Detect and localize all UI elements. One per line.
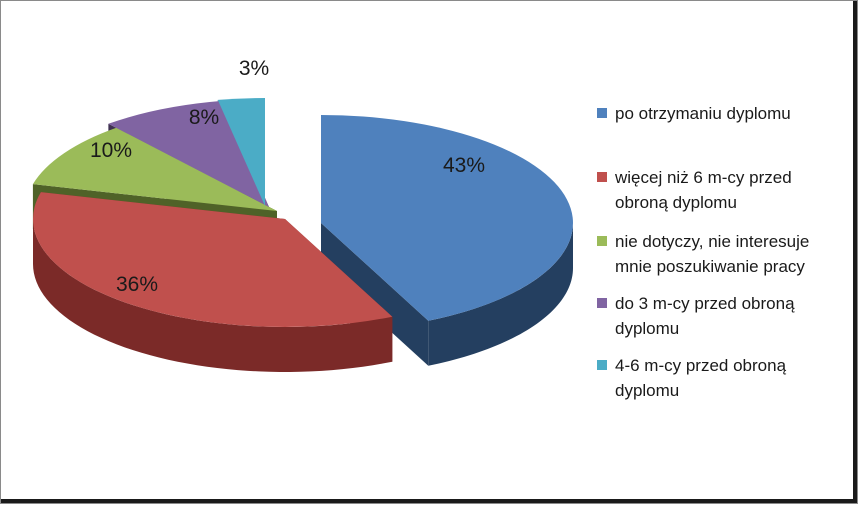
legend-label: do 3 m-cy przed obroną dyplomu — [615, 294, 795, 338]
legend-label: po otrzymaniu dyplomu — [615, 104, 791, 123]
slice-do-3-m-cy-przed-obrona-dyplomu — [108, 100, 269, 207]
data-label-4-6-m-cy-przed-obrona-dyplomu: 3% — [239, 57, 269, 80]
legend-swatch — [597, 108, 607, 118]
legend-item-do-3-m-cy-przed-obrona-dyplomu: do 3 m-cy przed obroną dyplomu — [597, 291, 840, 341]
legend-label: 4-6 m-cy przed obroną dyplomu — [615, 356, 787, 400]
slice-wiecej-niz-6-m-cy-przed-obrona-dyplomu — [32, 192, 393, 327]
legend-label: nie dotyczy, nie interesuje mnie poszuki… — [615, 232, 810, 276]
legend-item-nie-dotyczy-nie-interesuje-mnie-poszukiwanie-pracy: nie dotyczy, nie interesuje mnie poszuki… — [597, 229, 840, 279]
legend-item-4-6-m-cy-przed-obrona-dyplomu: 4-6 m-cy przed obroną dyplomu — [597, 353, 840, 403]
legend-swatch — [597, 360, 607, 370]
legend-swatch — [597, 236, 607, 246]
legend-item-wiecej-niz-6-m-cy-przed-obrona-dyplomu: więcej niż 6 m-cy przed obroną dyplomu — [597, 165, 840, 215]
legend-swatch — [597, 298, 607, 308]
slice-4-6-m-cy-przed-obrona-dyplomu — [217, 98, 265, 206]
legend-label: więcej niż 6 m-cy przed obroną dyplomu — [615, 168, 792, 212]
slice-side-po-otrzymaniu-dyplomu — [321, 223, 573, 366]
legend-swatch — [597, 172, 607, 182]
data-label-wiecej-niz-6-m-cy-przed-obrona-dyplomu: 36% — [116, 273, 158, 296]
slice-nie-dotyczy-nie-interesuje-mnie-poszukiwanie-pracy — [32, 127, 277, 211]
data-label-po-otrzymaniu-dyplomu: 43% — [443, 154, 485, 177]
data-label-nie-dotyczy-nie-interesuje-mnie-poszukiwanie-pracy: 10% — [90, 139, 132, 162]
legend-item-po-otrzymaniu-dyplomu: po otrzymaniu dyplomu — [597, 101, 840, 126]
slice-po-otrzymaniu-dyplomu — [321, 115, 573, 321]
data-label-do-3-m-cy-przed-obrona-dyplomu: 8% — [189, 106, 219, 129]
